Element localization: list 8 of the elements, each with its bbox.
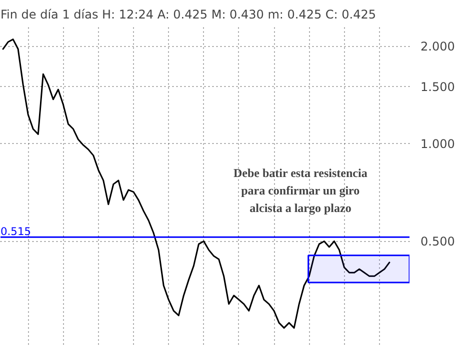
ref-line-label: 0.515	[0, 225, 32, 238]
line-series	[2, 38, 390, 329]
annotation: Debe batir esta resistencia para confirmar un giro alcista a largo plazo	[233, 166, 368, 216]
chart-title: Fin de día 1 días H: 12:24 A: 0.425 M: 0.430 m: 0.425 C: 0.425	[0, 8, 376, 22]
y-tick-label: 1.000	[420, 137, 455, 152]
y-tick-label: 0.500	[420, 234, 455, 249]
y-tick-label: 1.500	[420, 80, 455, 94]
y-tick-label: 2.000	[420, 40, 455, 54]
